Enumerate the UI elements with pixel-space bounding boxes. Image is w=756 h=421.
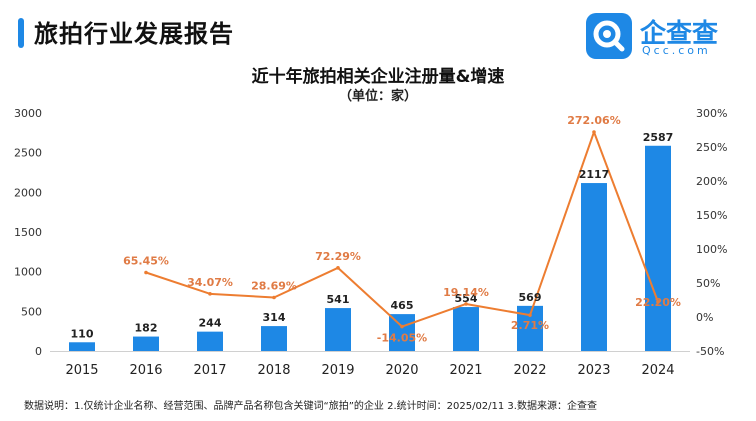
- growth-rate-point: [464, 302, 468, 306]
- left-y-tick-label: 2000: [14, 186, 42, 199]
- bar-value-label: 244: [199, 317, 222, 330]
- right-y-tick-label: -50%: [696, 345, 724, 358]
- logo-text: 企查查: [640, 19, 719, 49]
- bar-value-label: 110: [71, 327, 94, 340]
- right-y-tick-label: 200%: [696, 175, 727, 188]
- right-y-tick-label: 150%: [696, 209, 727, 222]
- chart-title: 近十年旅拍相关企业注册量&增速: [251, 67, 505, 87]
- right-y-tick-label: 50%: [696, 277, 720, 290]
- left-y-tick-label: 1000: [14, 266, 42, 279]
- growth-rate-point: [144, 270, 148, 275]
- x-tick-label: 2018: [257, 363, 290, 378]
- bar-value-label: 2587: [643, 131, 674, 144]
- right-y-tick-label: 300%: [696, 107, 727, 120]
- qcc-logo-icon: [586, 13, 632, 59]
- left-y-tick-label: 3000: [14, 107, 42, 120]
- x-tick-label: 2021: [449, 363, 482, 378]
- growth-rate-label: -14.05%: [377, 332, 427, 345]
- registration-chart: 0 500 1000 1500 2000 2500 3000 -50% 0% 50% 100% 150…: [14, 107, 727, 378]
- growth-rate-point: [400, 324, 404, 329]
- bar: [645, 145, 671, 351]
- left-y-tick-label: 1500: [14, 226, 42, 239]
- x-tick-label: 2019: [321, 363, 354, 378]
- bar-value-label: 465: [391, 299, 414, 312]
- growth-rate-label: 19.14%: [443, 286, 489, 299]
- data-footnote: 数据说明：1.仅统计企业名称、经营范围、品牌产品名称包含关键词“旅拍”的企业 2…: [24, 401, 597, 412]
- bar: [581, 183, 607, 351]
- bar-value-label: 2117: [579, 168, 610, 181]
- right-y-tick-label: 0%: [696, 311, 713, 324]
- bar-value-label: 541: [327, 293, 350, 306]
- x-tick-label: 2015: [65, 363, 98, 378]
- bar: [69, 342, 95, 351]
- left-y-tick-label: 2500: [14, 147, 42, 160]
- growth-rate-point: [272, 295, 276, 300]
- bar: [325, 308, 351, 351]
- bar-value-label: 569: [519, 291, 542, 304]
- bar: [389, 314, 415, 351]
- growth-rate-label: 272.06%: [567, 114, 620, 127]
- qcc-logo: 企查查 Qcc.com: [586, 13, 736, 59]
- right-y-tick-label: 100%: [696, 243, 727, 256]
- growth-rate-label: 65.45%: [123, 254, 169, 267]
- right-y-tick-label: 250%: [696, 141, 727, 154]
- logo-subtext: Qcc.com: [642, 44, 711, 57]
- bar-value-label: 554: [455, 292, 478, 305]
- x-tick-label: 2022: [513, 363, 546, 378]
- growth-rate-label: 34.07%: [187, 276, 233, 289]
- report-header: 旅拍行业发展报告 企查查 Qcc.com: [0, 0, 756, 66]
- growth-rate-label: 72.29%: [315, 250, 361, 263]
- x-tick-label: 2023: [577, 363, 610, 378]
- left-y-tick-label: 0: [35, 345, 42, 358]
- growth-rate-point: [528, 313, 532, 317]
- bar: [261, 326, 287, 351]
- left-y-tick-label: 500: [21, 305, 42, 318]
- chart-subtitle: （单位：家）: [338, 89, 417, 104]
- growth-rate-point: [336, 266, 340, 270]
- growth-rate-point: [656, 300, 660, 304]
- bar: [453, 307, 479, 351]
- x-tick-label: 2020: [385, 363, 418, 378]
- growth-rate-label: 28.69%: [251, 279, 297, 292]
- growth-rate-label: 22.20%: [635, 296, 681, 309]
- bar: [197, 331, 223, 351]
- x-tick-label: 2024: [641, 363, 674, 378]
- title-accent-bar: [18, 18, 24, 48]
- growth-rate-label: 2.71%: [511, 319, 549, 332]
- report-title: 旅拍行业发展报告: [34, 20, 234, 48]
- growth-rate-point: [592, 130, 596, 134]
- growth-rate-point: [208, 292, 212, 296]
- bar-value-label: 314: [263, 311, 286, 324]
- bar-value-label: 182: [135, 322, 158, 335]
- x-tick-label: 2017: [193, 363, 226, 378]
- x-tick-label: 2016: [129, 363, 162, 378]
- bar: [133, 336, 159, 351]
